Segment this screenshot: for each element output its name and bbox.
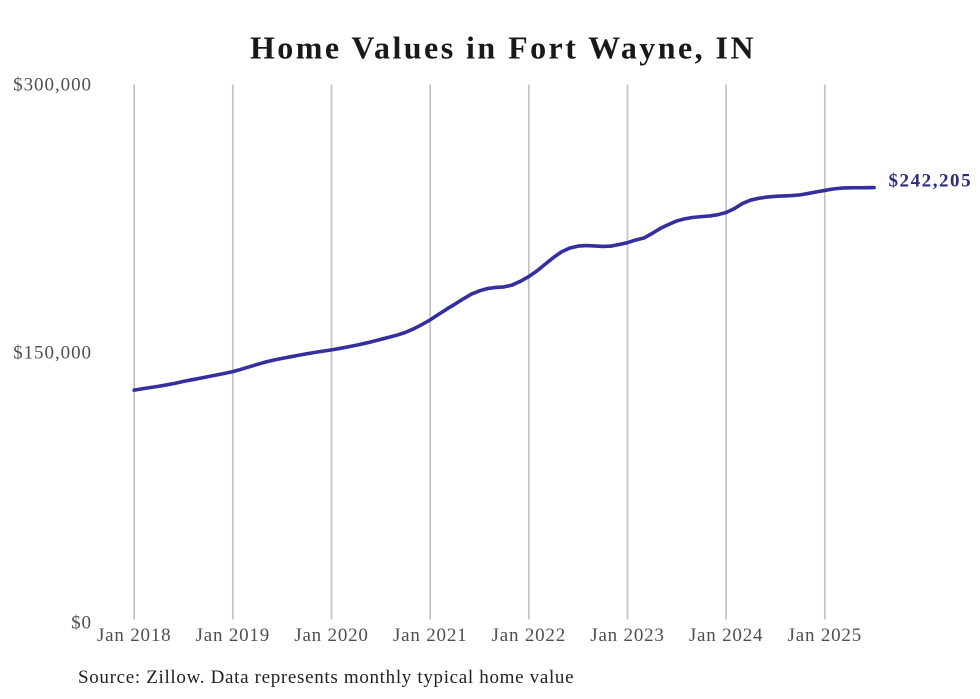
svg-text:$150,000: $150,000 xyxy=(13,343,92,364)
svg-text:$242,205: $242,205 xyxy=(889,171,973,192)
svg-text:Jan 2020: Jan 2020 xyxy=(294,625,368,646)
svg-text:Jan 2024: Jan 2024 xyxy=(689,625,763,646)
svg-text:Jan 2021: Jan 2021 xyxy=(393,625,467,646)
svg-text:Jan 2022: Jan 2022 xyxy=(492,625,566,646)
svg-text:Source: Zillow. Data represent: Source: Zillow. Data represents monthly … xyxy=(78,667,574,688)
svg-text:Jan 2025: Jan 2025 xyxy=(788,625,862,646)
svg-text:Jan 2019: Jan 2019 xyxy=(196,625,270,646)
svg-text:Jan 2023: Jan 2023 xyxy=(590,625,664,646)
svg-text:Jan 2018: Jan 2018 xyxy=(97,625,171,646)
svg-text:$300,000: $300,000 xyxy=(13,75,92,96)
svg-text:Home Values in Fort Wayne, IN: Home Values in Fort Wayne, IN xyxy=(250,30,756,66)
svg-text:$0: $0 xyxy=(71,613,92,634)
